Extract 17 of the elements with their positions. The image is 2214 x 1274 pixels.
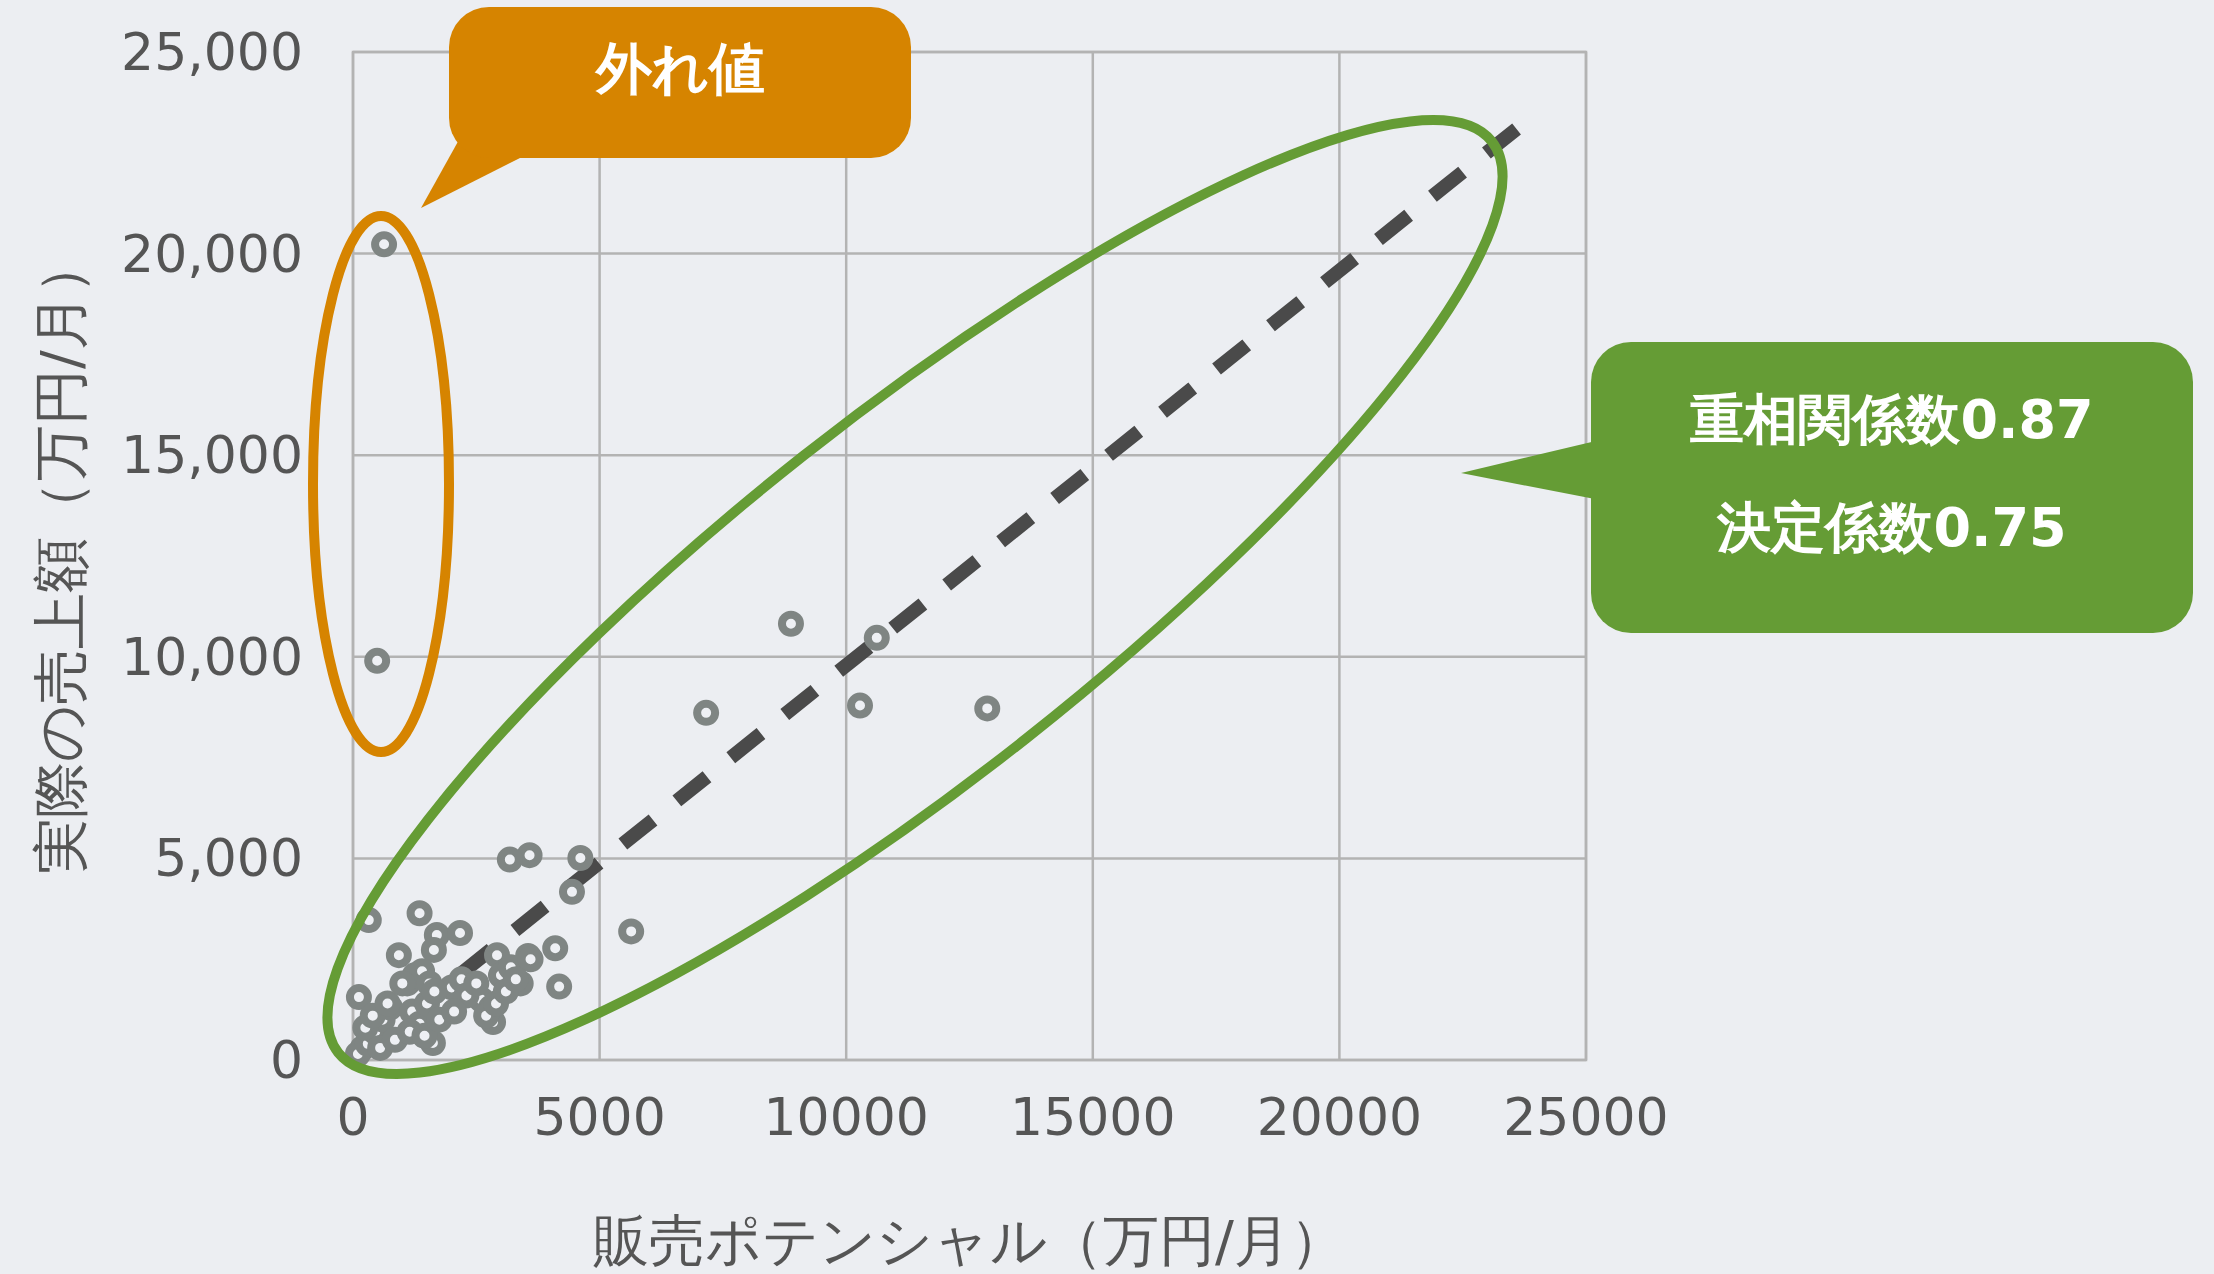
text: 重相関係数0.87 — [1690, 388, 2094, 451]
x-tick-label: 0 — [336, 1087, 370, 1147]
y-axis-title: 実際の売上額（万円/月） — [28, 238, 93, 874]
x-axis-title: 販売ポテンシャル（万円/月） — [593, 1208, 1346, 1273]
y-tick-label: 20,000 — [121, 223, 303, 284]
x-tick-label: 20000 — [1256, 1087, 1423, 1147]
x-tick-label: 25000 — [1503, 1087, 1669, 1147]
y-tick-label: 15,000 — [121, 425, 303, 486]
text: 決定係数0.75 — [1716, 496, 2067, 559]
x-tick-label: 15000 — [1010, 1087, 1176, 1147]
y-tick-label: 10,000 — [121, 626, 303, 687]
y-tick-label: 0 — [269, 1030, 303, 1090]
y-tick-label: 25,000 — [121, 22, 303, 82]
x-tick-label: 5000 — [533, 1087, 666, 1147]
x-tick-label: 10000 — [763, 1087, 929, 1147]
y-tick-label: 5,000 — [154, 828, 303, 889]
annotation: 外れ値 — [593, 36, 765, 101]
